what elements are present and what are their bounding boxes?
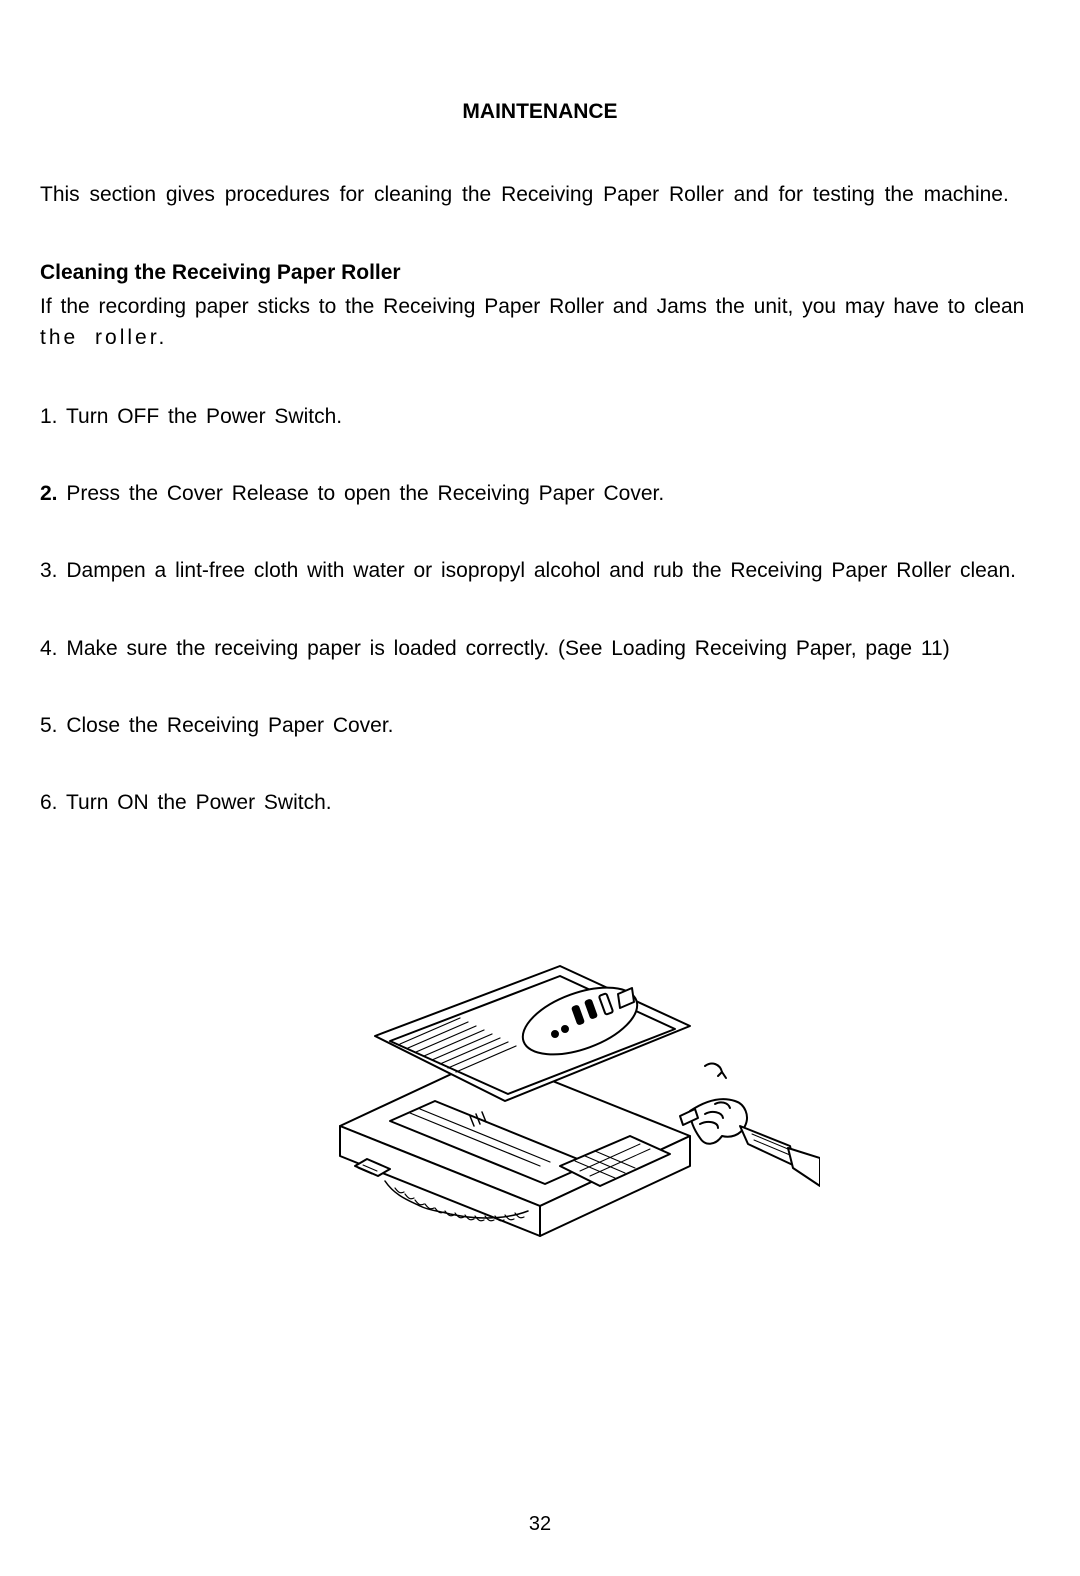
page-title: MAINTENANCE: [40, 100, 1040, 124]
section-subheading: Cleaning the Receiving Paper Roller: [40, 261, 1040, 285]
step-1: 1. Turn OFF the Power Switch.: [40, 402, 1040, 431]
step-text: Close the Receiving Paper Cover.: [58, 714, 394, 737]
step-text: Turn OFF the Power Switch.: [58, 405, 343, 428]
manual-page: MAINTENANCE This section gives procedure…: [0, 0, 1080, 1576]
step-text: Dampen a lint-free cloth with water or i…: [58, 559, 1016, 582]
step-number: 5.: [40, 714, 58, 737]
step-number: 6.: [40, 791, 58, 814]
intro-paragraph: This section gives procedures for cleani…: [40, 179, 1040, 211]
fax-machine-illustration: [260, 866, 820, 1246]
step-number: 2.: [40, 482, 58, 505]
section-paragraph: If the recording paper sticks to the Rec…: [40, 291, 1040, 354]
step-4: 4. Make sure the receiving paper is load…: [40, 634, 1040, 663]
step-3: 3. Dampen a lint-free cloth with water o…: [40, 556, 1040, 585]
step-6: 6. Turn ON the Power Switch.: [40, 788, 1040, 817]
step-text: Press the Cover Release to open the Rece…: [58, 482, 665, 505]
para-lead: If the recording paper sticks to the Rec…: [40, 295, 1024, 318]
step-number: 3.: [40, 559, 58, 582]
step-5: 5. Close the Receiving Paper Cover.: [40, 711, 1040, 740]
step-text: Make sure the receiving paper is loaded …: [58, 637, 950, 660]
step-text: Turn ON the Power Switch.: [58, 791, 332, 814]
step-number: 4.: [40, 637, 58, 660]
page-number: 32: [0, 1513, 1080, 1536]
step-2: 2. Press the Cover Release to open the R…: [40, 479, 1040, 508]
step-number: 1.: [40, 405, 58, 428]
para-tail: the roller.: [40, 326, 167, 349]
